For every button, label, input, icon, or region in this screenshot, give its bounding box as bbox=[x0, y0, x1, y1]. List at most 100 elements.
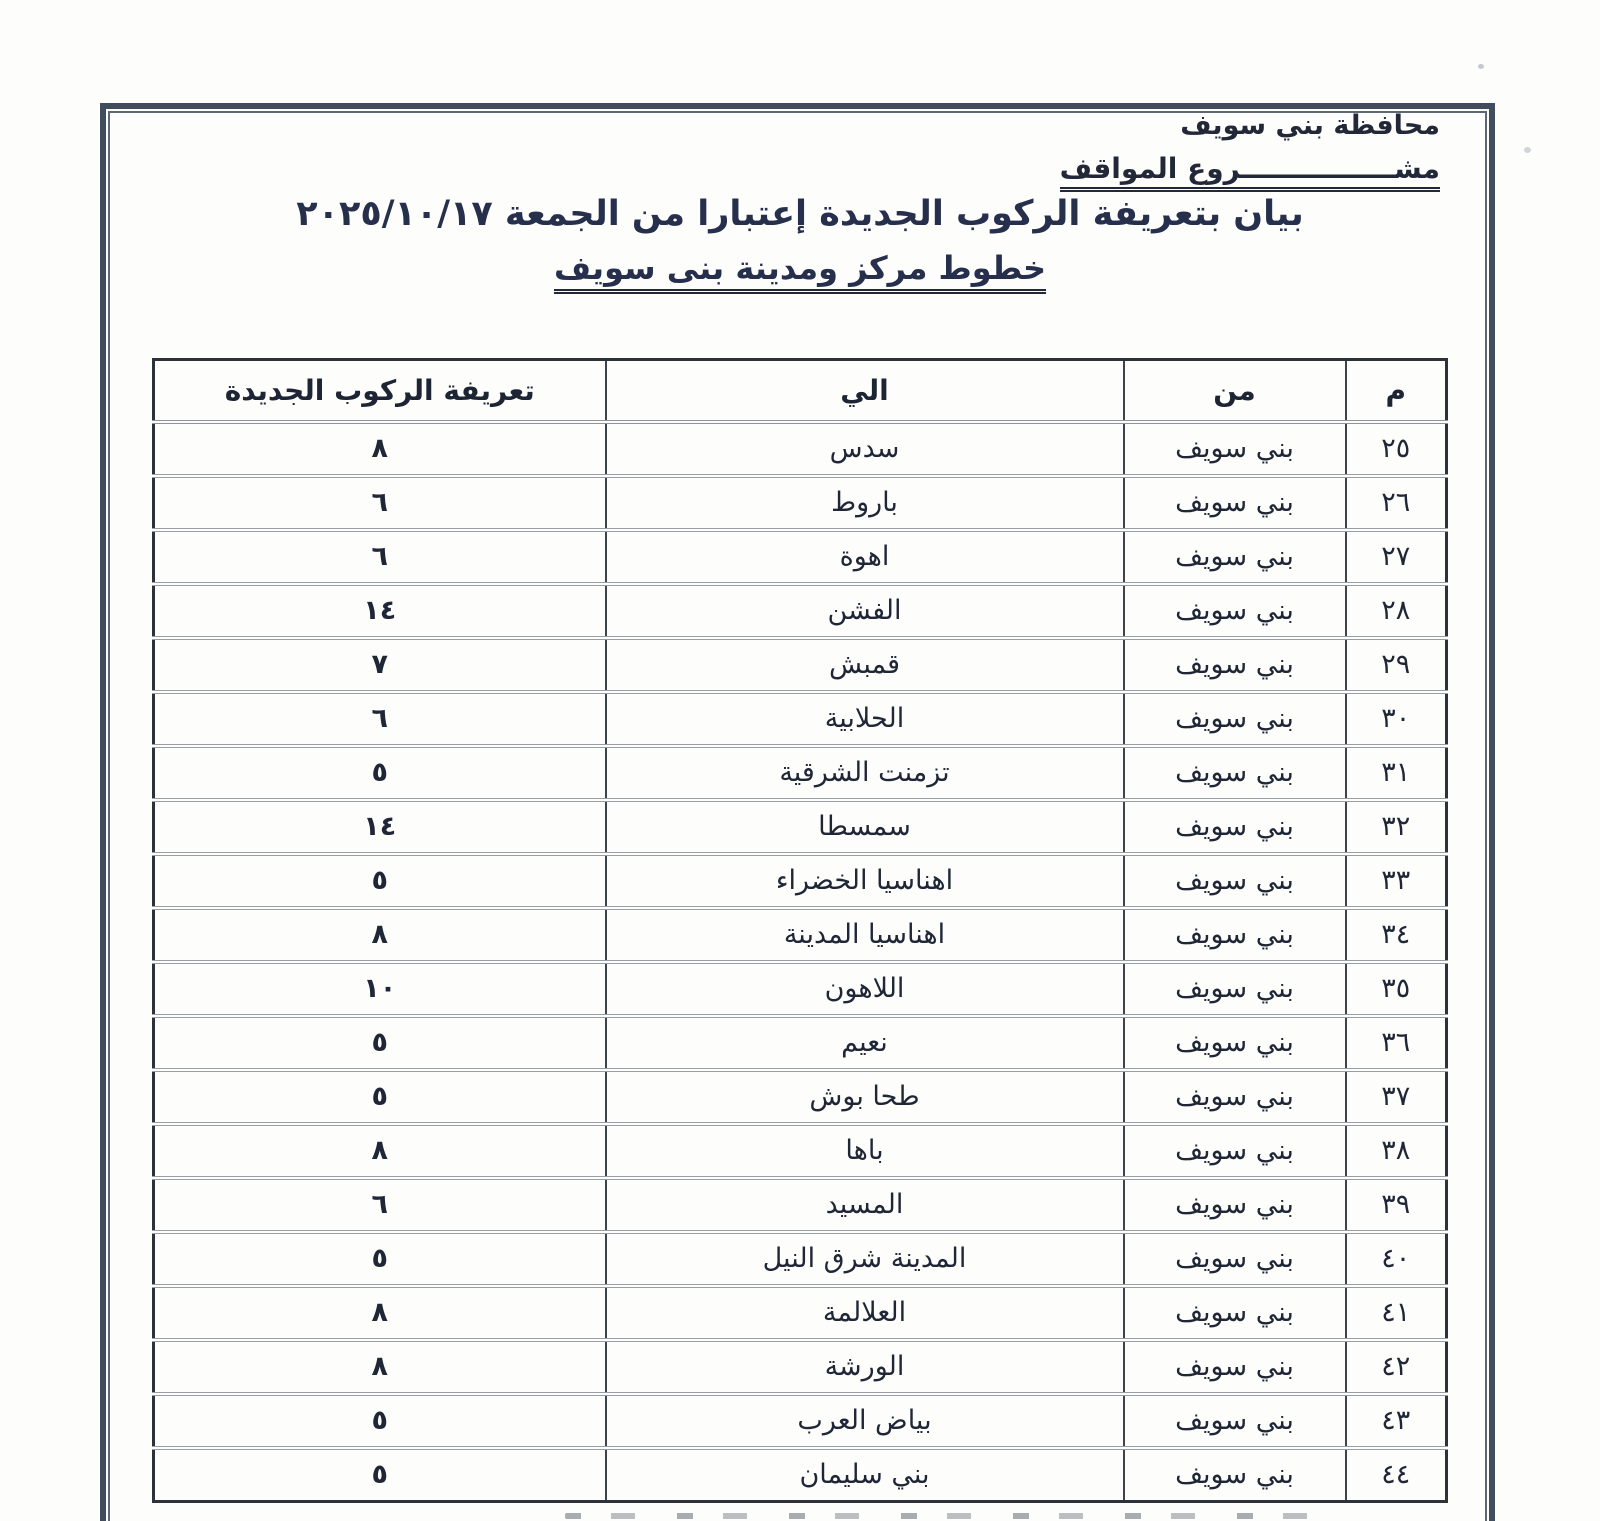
col-header-to: الي bbox=[604, 359, 1125, 424]
row-number-cell: ٢٦ bbox=[1344, 475, 1448, 530]
from-cell: بني سويف bbox=[1122, 1231, 1347, 1286]
fare-cell: ٥ bbox=[152, 1393, 607, 1448]
to-cell: سمسطا bbox=[604, 799, 1125, 854]
fare-cell: ٥ bbox=[152, 1015, 607, 1070]
from-cell: بني سويف bbox=[1122, 583, 1347, 638]
to-cell: بياض العرب bbox=[604, 1393, 1125, 1448]
table-row: ٣٥ بني سويف اللاهون ١٠ bbox=[152, 961, 1448, 1016]
fare-cell: ٨ bbox=[152, 1339, 607, 1394]
to-cell: العلالمة bbox=[604, 1285, 1125, 1340]
to-cell: بني سليمان bbox=[604, 1447, 1125, 1502]
from-cell: بني سويف bbox=[1122, 1447, 1347, 1502]
table-row: ٣٣ بني سويف اهناسيا الخضراء ٥ bbox=[152, 853, 1448, 908]
fare-cell: ٥ bbox=[152, 745, 607, 800]
row-number-cell: ٢٨ bbox=[1344, 583, 1448, 638]
to-cell: اهوة bbox=[604, 529, 1125, 584]
fare-cell: ٥ bbox=[152, 1447, 607, 1502]
from-cell: بني سويف bbox=[1122, 1339, 1347, 1394]
fare-table-body: ٢٥ بني سويف سدس ٨ ٢٦ بني سويف باروط ٦ ٢٧… bbox=[152, 421, 1448, 1502]
from-cell: بني سويف bbox=[1122, 745, 1347, 800]
from-cell: بني سويف bbox=[1122, 637, 1347, 692]
fare-cell: ٨ bbox=[152, 421, 607, 476]
col-header-fare: تعريفة الركوب الجديدة bbox=[152, 359, 607, 424]
to-cell: نعيم bbox=[604, 1015, 1125, 1070]
fare-cell: ٥ bbox=[152, 1069, 607, 1124]
fare-cell: ٥ bbox=[152, 1231, 607, 1286]
table-row: ٢٨ بني سويف الفشن ١٤ bbox=[152, 583, 1448, 638]
row-number-cell: ٣٥ bbox=[1344, 961, 1448, 1016]
from-cell: بني سويف bbox=[1122, 853, 1347, 908]
row-number-cell: ٣٧ bbox=[1344, 1069, 1448, 1124]
table-row: ٣٦ بني سويف نعيم ٥ bbox=[152, 1015, 1448, 1070]
from-cell: بني سويف bbox=[1122, 1285, 1347, 1340]
to-cell: المدينة شرق النيل bbox=[604, 1231, 1125, 1286]
row-number-cell: ٣٨ bbox=[1344, 1123, 1448, 1178]
table-row: ٢٥ بني سويف سدس ٨ bbox=[152, 421, 1448, 476]
to-cell: تزمنت الشرقية bbox=[604, 745, 1125, 800]
department-name-wrap: مشــــــــــــــــروع المواقف bbox=[1059, 149, 1440, 193]
header-row: م من الي تعريفة الركوب الجديدة bbox=[152, 359, 1448, 424]
table-row: ٤٠ بني سويف المدينة شرق النيل ٥ bbox=[152, 1231, 1448, 1286]
table-row: ٣٧ بني سويف طحا بوش ٥ bbox=[152, 1069, 1448, 1124]
department-name: مشــــــــــــــــروع المواقف bbox=[1059, 152, 1440, 193]
row-number-cell: ٢٧ bbox=[1344, 529, 1448, 584]
org-header: محافظة بني سويف مشــــــــــــــــروع ال… bbox=[1059, 106, 1440, 193]
row-number-cell: ٣٤ bbox=[1344, 907, 1448, 962]
row-number-cell: ٤٠ bbox=[1344, 1231, 1448, 1286]
from-cell: بني سويف bbox=[1122, 907, 1347, 962]
from-cell: بني سويف bbox=[1122, 475, 1347, 530]
from-cell: بني سويف bbox=[1122, 529, 1347, 584]
scan-speck bbox=[1524, 147, 1531, 153]
table-row: ٢٦ بني سويف باروط ٦ bbox=[152, 475, 1448, 530]
fare-cell: ٨ bbox=[152, 1123, 607, 1178]
from-cell: بني سويف bbox=[1122, 691, 1347, 746]
fare-cell: ٦ bbox=[152, 475, 607, 530]
fare-table: م من الي تعريفة الركوب الجديدة ٢٥ بني سو… bbox=[152, 358, 1448, 1503]
to-cell: اهناسيا الخضراء bbox=[604, 853, 1125, 908]
row-number-cell: ٣٦ bbox=[1344, 1015, 1448, 1070]
to-cell: باروط bbox=[604, 475, 1125, 530]
fare-table-header: م من الي تعريفة الركوب الجديدة bbox=[152, 359, 1448, 424]
fare-cell: ٦ bbox=[152, 529, 607, 584]
table-row: ٢٧ بني سويف اهوة ٦ bbox=[152, 529, 1448, 584]
table-row: ٤٣ بني سويف بياض العرب ٥ bbox=[152, 1393, 1448, 1448]
row-number-cell: ٤١ bbox=[1344, 1285, 1448, 1340]
row-number-cell: ٢٩ bbox=[1344, 637, 1448, 692]
fare-cell: ٦ bbox=[152, 1177, 607, 1232]
fare-cell: ١٠ bbox=[152, 961, 607, 1016]
to-cell: سدس bbox=[604, 421, 1125, 476]
row-number-cell: ٤٢ bbox=[1344, 1339, 1448, 1394]
table-row: ٣٢ بني سويف سمسطا ١٤ bbox=[152, 799, 1448, 854]
row-number-cell: ٣٩ bbox=[1344, 1177, 1448, 1232]
table-row: ٣١ بني سويف تزمنت الشرقية ٥ bbox=[152, 745, 1448, 800]
fare-cell: ١٤ bbox=[152, 799, 607, 854]
to-cell: المسيد bbox=[604, 1177, 1125, 1232]
scan-speck bbox=[1478, 64, 1484, 69]
row-number-cell: ٣٢ bbox=[1344, 799, 1448, 854]
table-row: ٤٢ بني سويف الورشة ٨ bbox=[152, 1339, 1448, 1394]
table-row: ٤٤ بني سويف بني سليمان ٥ bbox=[152, 1447, 1448, 1502]
to-cell: الحلابية bbox=[604, 691, 1125, 746]
table-row: ٣٠ بني سويف الحلابية ٦ bbox=[152, 691, 1448, 746]
col-header-from: من bbox=[1122, 359, 1347, 424]
row-number-cell: ٣٣ bbox=[1344, 853, 1448, 908]
from-cell: بني سويف bbox=[1122, 1177, 1347, 1232]
from-cell: بني سويف bbox=[1122, 1123, 1347, 1178]
from-cell: بني سويف bbox=[1122, 1069, 1347, 1124]
fare-cell: ٨ bbox=[152, 1285, 607, 1340]
fare-cell: ٥ bbox=[152, 853, 607, 908]
governorate-name: محافظة بني سويف bbox=[1180, 110, 1440, 141]
to-cell: اللاهون bbox=[604, 961, 1125, 1016]
to-cell: طحا بوش bbox=[604, 1069, 1125, 1124]
table-row: ٤١ بني سويف العلالمة ٨ bbox=[152, 1285, 1448, 1340]
row-number-cell: ٢٥ bbox=[1344, 421, 1448, 476]
to-cell: الورشة bbox=[604, 1339, 1125, 1394]
clipped-text-strip bbox=[565, 1513, 1310, 1519]
fare-cell: ٦ bbox=[152, 691, 607, 746]
row-number-cell: ٤٣ bbox=[1344, 1393, 1448, 1448]
page-border-frame bbox=[100, 103, 1495, 1521]
from-cell: بني سويف bbox=[1122, 421, 1347, 476]
row-number-cell: ٣٠ bbox=[1344, 691, 1448, 746]
col-header-num: م bbox=[1344, 359, 1448, 424]
